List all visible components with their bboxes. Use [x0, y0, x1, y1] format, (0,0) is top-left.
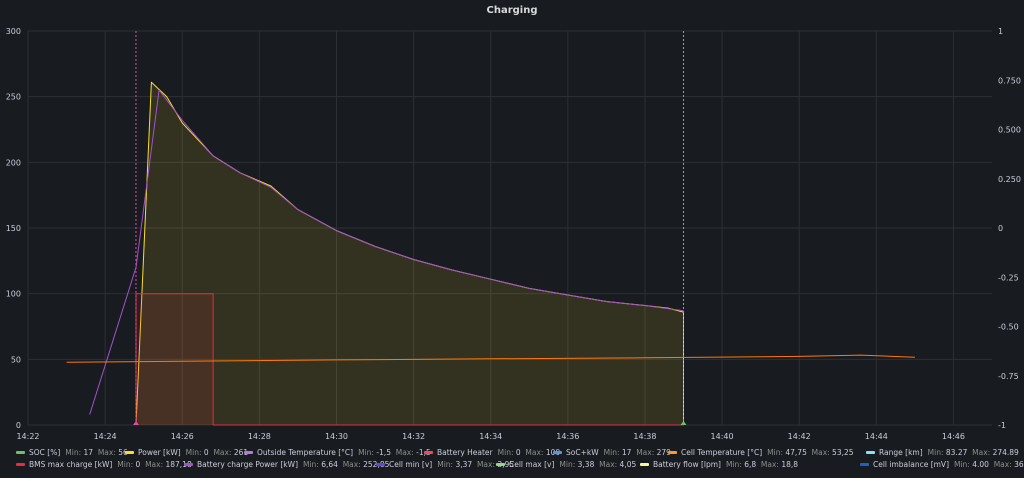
- series-line-battery-heater: [135, 293, 684, 426]
- x-tick-label: 14:38: [633, 432, 656, 441]
- legend-item[interactable]: Cell Temperature [°C] Min: 47,75 Max: 53,…: [668, 448, 854, 457]
- legend-label: Battery flow [lpm]: [653, 460, 721, 469]
- legend-stats: Min: 0 Max: 261: [185, 448, 249, 457]
- legend-item[interactable]: Battery charge Power [kW] Min: 6,64 Max: …: [184, 460, 389, 469]
- y-right-tick-label: -0.75: [998, 372, 1019, 381]
- series-line-battery-charge-power-kw: [89, 89, 684, 415]
- annotation-marker: [680, 421, 687, 425]
- legend-swatch: [16, 451, 25, 454]
- y-right-tick-label: 1: [998, 27, 1003, 36]
- x-tick-label: 14:22: [16, 432, 39, 441]
- x-tick-label: 14:36: [556, 432, 579, 441]
- series-area-battery-heater: [136, 293, 684, 425]
- legend-item[interactable]: Range [km] Min: 83.27 Max: 274.89: [866, 448, 1019, 457]
- legend-item[interactable]: Cell imbalance [mV] Min: 4.00 Max: 36.00: [860, 460, 1024, 469]
- legend-swatch: [860, 463, 869, 466]
- charging-chart: 0 50 100 150 200 250 300 -1 -0.75 -0.50 -0.25 0 0.25…: [6, 27, 1021, 441]
- legend-item[interactable]: Battery flow [lpm] Min: 6,8 Max: 18,8: [640, 460, 798, 469]
- legend-stats: Min: 3,38 Max: 4,05: [559, 460, 637, 469]
- legend-item[interactable]: SoC+kW Min: 17 Max: 279: [553, 448, 671, 457]
- legend-swatch: [376, 463, 385, 466]
- legend-item[interactable]: SOC [%] Min: 17 Max: 56: [16, 448, 128, 457]
- y-right-tick-label: 0.500: [998, 126, 1021, 135]
- x-tick-label: 14:42: [788, 432, 811, 441]
- legend-swatch: [640, 463, 649, 466]
- legend-swatch: [668, 451, 677, 454]
- legend-label: Range [km]: [879, 448, 923, 457]
- legend-stats: Min: 17 Max: 56: [65, 448, 128, 457]
- annotation-marker: [132, 421, 139, 425]
- y-right-tick-label: 0.750: [998, 76, 1021, 85]
- legend-stats: Min: -1,5 Max: -1,5: [358, 448, 431, 457]
- legend-label: Power [kW]: [138, 448, 181, 457]
- y-right-tick-label: -0.25: [998, 273, 1019, 282]
- legend-label: Cell Temperature [°C]: [681, 448, 763, 457]
- y-left-tick-label: 200: [6, 158, 21, 167]
- legend-label: SoC+kW: [566, 448, 599, 457]
- legend-swatch: [553, 451, 562, 454]
- legend-label: SOC [%]: [29, 448, 61, 457]
- x-tick-label: 14:26: [171, 432, 194, 441]
- legend-label: Cell min [v]: [389, 460, 433, 469]
- y-right-tick-label: -1: [998, 421, 1006, 430]
- x-tick-label: 14:24: [94, 432, 117, 441]
- legend-swatch: [184, 463, 193, 466]
- y-left-tick-label: 100: [6, 290, 21, 299]
- panel-title: Charging: [486, 5, 538, 16]
- legend-stats: Min: 0 Max: 100: [497, 448, 561, 457]
- x-tick-label: 14:34: [479, 432, 502, 441]
- legend-stats: Min: 4.00 Max: 36.00: [954, 460, 1024, 469]
- legend-item[interactable]: BMS max charge [kW] Min: 0 Max: 187,18: [16, 460, 192, 469]
- legend-item[interactable]: Cell max [v] Min: 3,38 Max: 4,05: [496, 460, 636, 469]
- legend-swatch: [866, 451, 875, 454]
- x-tick-label: 14:40: [711, 432, 734, 441]
- series-line-cell-temperature-c: [66, 354, 915, 363]
- legend-item[interactable]: Cell min [v] Min: 3,37 Max: 3,95: [376, 460, 514, 469]
- x-tick-label: 14:30: [325, 432, 348, 441]
- y-left-tick-label: 300: [6, 27, 21, 36]
- y-right-tick-label: 0.250: [998, 175, 1021, 184]
- legend: SOC [%] Min: 17 Max: 56 Power [kW] Min: 0 M…: [0, 445, 1024, 478]
- y-left-tick-label: 50: [11, 355, 21, 364]
- legend-stats: Min: 17 Max: 279: [603, 448, 671, 457]
- legend-swatch: [125, 451, 134, 454]
- y-right-tick-label: -0.50: [998, 323, 1019, 332]
- legend-stats: Min: 6,8 Max: 18,8: [725, 460, 799, 469]
- legend-label: BMS max charge [kW]: [29, 460, 113, 469]
- legend-stats: Min: 47,75 Max: 53,25: [767, 448, 854, 457]
- legend-stats: Min: 83.27 Max: 274.89: [927, 448, 1019, 457]
- series-area-power-kw: [136, 82, 684, 425]
- legend-label: Cell max [v]: [509, 460, 555, 469]
- legend-item[interactable]: Outside Temperature [°C] Min: -1,5 Max: -…: [244, 448, 431, 457]
- legend-swatch: [496, 463, 505, 466]
- legend-label: Battery charge Power [kW]: [197, 460, 298, 469]
- legend-stats: Min: 0 Max: 187,18: [117, 460, 192, 469]
- legend-swatch: [424, 451, 433, 454]
- y-left-tick-label: 150: [6, 224, 21, 233]
- y-left-tick-label: 250: [6, 93, 21, 102]
- y-right-tick-label: 0: [998, 224, 1003, 233]
- y-left-tick-label: 0: [16, 421, 21, 430]
- x-tick-label: 14:44: [865, 432, 888, 441]
- x-tick-label: 14:46: [942, 432, 965, 441]
- legend-swatch: [244, 451, 253, 454]
- legend-swatch: [16, 463, 25, 466]
- legend-item[interactable]: Power [kW] Min: 0 Max: 261: [125, 448, 248, 457]
- legend-stats: Min: 3,37 Max: 3,95: [437, 460, 515, 469]
- legend-item[interactable]: Battery Heater Min: 0 Max: 100: [424, 448, 560, 457]
- x-tick-label: 14:32: [402, 432, 425, 441]
- legend-label: Cell imbalance [mV]: [873, 460, 949, 469]
- legend-label: Outside Temperature [°C]: [257, 448, 354, 457]
- legend-label: Battery Heater: [437, 448, 493, 457]
- x-tick-label: 14:28: [248, 432, 271, 441]
